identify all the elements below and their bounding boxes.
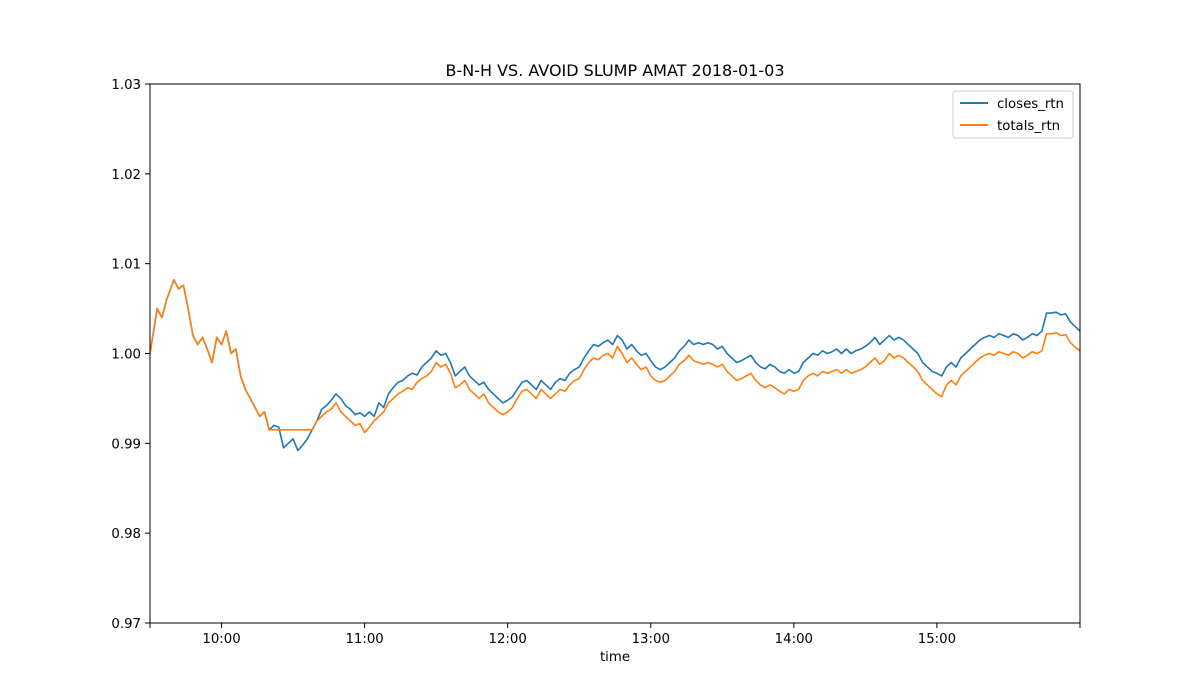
x-axis-label: time <box>600 650 630 665</box>
x-tick-label: 14:00 <box>775 632 813 647</box>
legend: closes_rtn totals_rtn <box>952 90 1074 139</box>
x-tick-label: 13:00 <box>632 632 670 647</box>
axes-layer: 0.97 0.98 0.99 1.00 1.01 1.02 1.03 10:00 11:00 12… <box>111 78 1081 647</box>
y-tick-label: 1.00 <box>111 348 141 363</box>
x-tick-label: 15:00 <box>918 632 956 647</box>
y-tick-label: 1.03 <box>111 78 141 93</box>
x-tick-label: 10:00 <box>202 632 240 647</box>
series-line-totals-rtn <box>150 279 1080 434</box>
legend-label-closes-rtn: closes_rtn <box>997 97 1064 112</box>
y-tick-label: 0.97 <box>111 617 141 632</box>
chart-title: B-N-H VS. AVOID SLUMP AMAT 2018-01-03 <box>445 61 784 80</box>
legend-label-totals-rtn: totals_rtn <box>997 119 1060 134</box>
y-tick-label: 0.98 <box>111 527 141 542</box>
x-tick-label: 12:00 <box>489 632 527 647</box>
y-tick-label: 1.02 <box>111 168 141 183</box>
y-tick-label: 0.99 <box>111 437 141 452</box>
series-line-closes-rtn <box>150 279 1080 452</box>
y-tick-label: 1.01 <box>111 258 141 273</box>
x-tick-label: 11:00 <box>345 632 383 647</box>
series-layer <box>150 279 1080 452</box>
